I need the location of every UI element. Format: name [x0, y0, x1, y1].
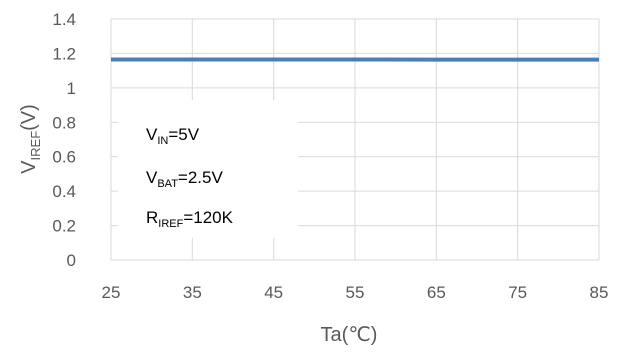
y-tick-label: 0.2	[52, 217, 76, 236]
annotation-vbat: VBAT=2.5V	[146, 168, 223, 190]
x-tick-label: 85	[590, 283, 609, 302]
x-tick-label: 75	[508, 283, 527, 302]
y-tick-label: 1.2	[52, 44, 76, 63]
x-tick-label: 35	[183, 283, 202, 302]
x-tick-label: 45	[264, 283, 283, 302]
x-tick-label: 25	[102, 283, 121, 302]
y-tick-label: 1	[67, 79, 76, 98]
y-tick-label: 0.6	[52, 148, 76, 167]
y-tick-label: 0.8	[52, 113, 76, 132]
x-tick-label: 65	[427, 283, 446, 302]
x-axis-title: Ta(℃)	[321, 324, 378, 346]
y-tick-labels: 0 0.2 0.4 0.6 0.8 1 1.2 1.4	[52, 10, 76, 270]
y-tick-label: 0	[67, 251, 76, 270]
annotation-riref: RIREF=120K	[146, 208, 234, 230]
annotation-box	[118, 100, 298, 238]
y-tick-label: 0.4	[52, 182, 76, 201]
y-tick-label: 1.4	[52, 10, 76, 29]
x-tick-label: 55	[346, 283, 365, 302]
y-axis-title: VIREF(V)	[18, 104, 43, 174]
x-tick-labels: 25 35 45 55 65 75 85	[102, 283, 609, 302]
annotation-vin: VIN=5V	[146, 125, 200, 147]
